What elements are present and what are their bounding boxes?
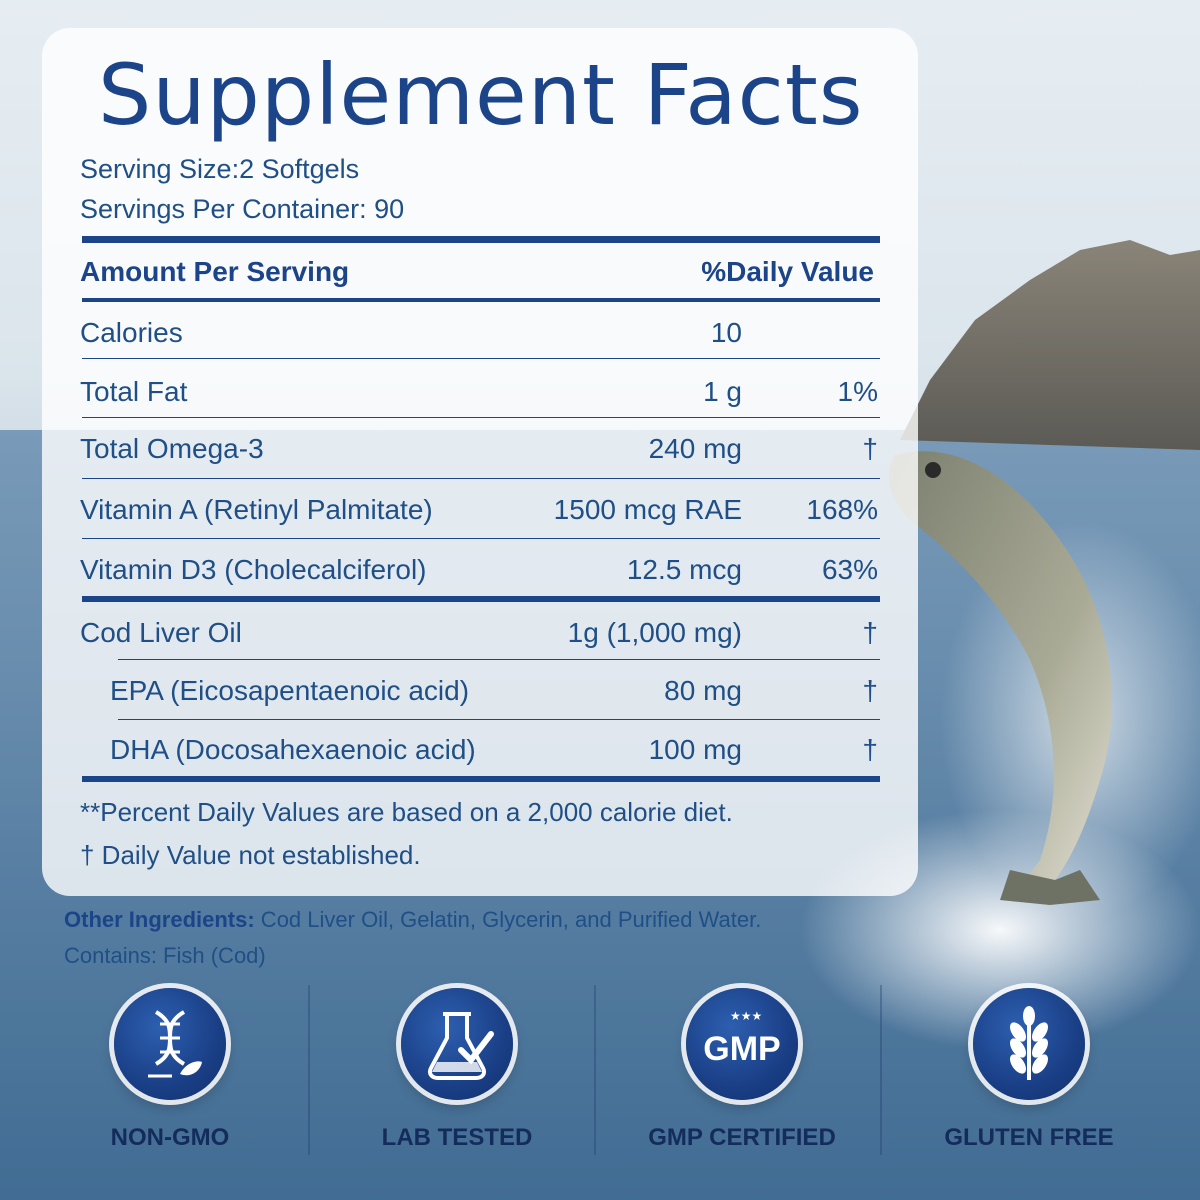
badge-gluten-free: GLUTEN FREE [909,988,1149,1168]
servings-per-container: Servings Per Container: 90 [80,194,405,224]
ingredients-label: Other Ingredients: [64,907,255,932]
table-row: DHA (Docosahexaenoic acid) 100 mg † [80,734,880,790]
allergen-contains: Contains: Fish (Cod) [64,943,266,968]
row-divider [82,478,880,479]
badge-non-gmo: NON-GMO [50,988,290,1168]
nutrient-dv: † [862,675,878,706]
row-divider [118,659,880,660]
nutrient-dv: 63% [821,554,878,585]
nutrient-name: EPA (Eicosapentaenoic acid) [110,675,470,706]
table-header: Amount Per Serving %Daily Value [80,256,880,288]
nutrient-name: Total Omega-3 [80,433,264,464]
nutrient-dv: † [862,617,878,648]
nutrient-amount: 12.5 mcg [626,554,742,585]
flask-check-icon [401,988,513,1100]
facts-panel [42,28,918,896]
bottom-divider [82,776,880,782]
badge-separator [594,985,596,1155]
nutrient-name: Vitamin D3 (Cholecalciferol) [80,554,427,585]
section-divider [82,596,880,602]
nutrient-dv: 1% [837,376,878,407]
table-row: Vitamin A (Retinyl Palmitate) 1500 mcg R… [80,494,880,550]
badge-separator [308,985,310,1155]
nutrient-amount: 100 mg [648,734,742,765]
dna-leaf-icon [114,988,226,1100]
nutrient-name: Vitamin A (Retinyl Palmitate) [80,494,433,525]
nutrient-amount: 1g (1,000 mg) [567,617,742,648]
badge-label: GLUTEN FREE [944,1124,1114,1151]
page-title: Supplement Facts [98,46,864,144]
table-row: Total Omega-3 240 mg † [80,433,880,489]
svg-text:★★★: ★★★ [730,1009,762,1023]
badge-gmp-certified: ★★★ GMP GMP CERTIFIED [622,988,862,1168]
table-row: Total Fat 1 g 1% [80,376,880,432]
dagger-note: † Daily Value not established. [80,840,421,870]
nutrient-name: DHA (Docosahexaenoic acid) [110,734,476,765]
nutrient-amount: 80 mg [664,675,742,706]
nutrient-amount: 1500 mcg RAE [553,494,742,525]
gmp-icon-text: GMP [703,1030,780,1068]
nutrient-amount: 1 g [703,376,742,407]
table-row: EPA (Eicosapentaenoic acid) 80 mg † [80,675,880,731]
nutrient-name: Total Fat [80,376,188,407]
row-divider [82,417,880,418]
nutrient-dv: † [862,734,878,765]
nutrient-dv: † [862,433,878,464]
percent-dv-note: **Percent Daily Values are based on a 2,… [80,797,733,827]
wheat-icon [973,988,1085,1100]
nutrient-amount: 240 mg [648,433,742,464]
header-divider [82,298,880,302]
table-row: Calories 10 [80,317,880,373]
nutrient-name: Cod Liver Oil [80,617,242,648]
nutrient-dv: 168% [806,494,878,525]
table-row: Vitamin D3 (Cholecalciferol) 12.5 mcg 63… [80,554,880,610]
nutrient-amount: 10 [710,317,742,348]
ingredients-text: Cod Liver Oil, Gelatin, Glycerin, and Pu… [254,907,762,932]
gmp-stars-icon: ★★★ GMP [686,988,798,1100]
table-row: Cod Liver Oil 1g (1,000 mg) † [80,617,880,673]
badge-lab-tested: LAB TESTED [337,988,577,1168]
row-divider [82,358,880,359]
badge-separator [880,985,882,1155]
badge-label: LAB TESTED [381,1124,533,1151]
cod-fish-image [888,451,1112,905]
amount-per-serving-heading: Amount Per Serving [80,256,350,287]
row-divider [82,538,880,539]
row-divider [118,719,880,720]
thick-divider [82,236,880,243]
badge-label: NON-GMO [110,1124,230,1151]
nutrient-name: Calories [80,317,183,348]
other-ingredients: Other Ingredients: Cod Liver Oil, Gelati… [64,907,761,933]
serving-size: Serving Size:2 Softgels [80,154,360,184]
badge-label: GMP CERTIFIED [648,1124,836,1151]
daily-value-heading: %Daily Value [701,256,874,287]
